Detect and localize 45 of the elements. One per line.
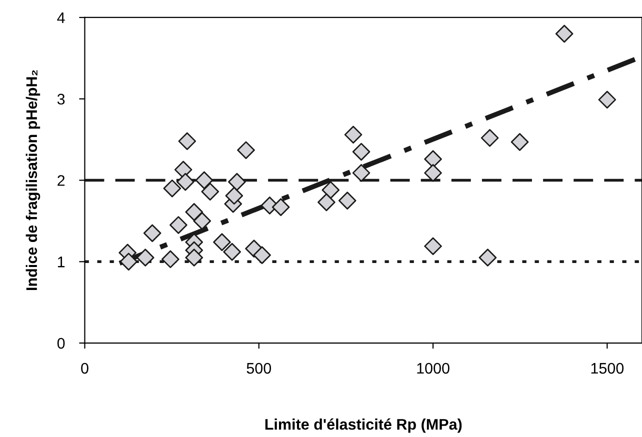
point xyxy=(322,181,340,199)
y-tick-label: 1 xyxy=(58,256,65,268)
x-tick-label: 500 xyxy=(246,362,272,374)
point xyxy=(352,164,370,182)
x-tick-label: 1500 xyxy=(591,362,624,374)
y-tick-label: 4 xyxy=(57,12,65,24)
point xyxy=(598,90,616,109)
point xyxy=(163,179,182,198)
point xyxy=(237,141,255,160)
point xyxy=(555,24,574,43)
point xyxy=(162,250,180,268)
point xyxy=(185,248,204,266)
point xyxy=(338,192,356,210)
point xyxy=(195,171,214,190)
point xyxy=(201,182,220,201)
y-tick-label: 3 xyxy=(57,94,65,105)
point xyxy=(228,172,246,191)
point xyxy=(225,186,244,205)
x-tick-label: 1000 xyxy=(417,362,450,374)
point xyxy=(223,242,241,261)
y-axis-title: Indice de fragilisation pHe/pH₂ xyxy=(26,70,40,290)
point xyxy=(213,233,231,252)
x-tick-label: 0 xyxy=(81,362,88,374)
point xyxy=(176,172,194,191)
point xyxy=(352,142,370,161)
point xyxy=(480,129,499,147)
point xyxy=(424,164,442,182)
point xyxy=(193,212,212,230)
point xyxy=(424,237,442,256)
point xyxy=(510,133,529,151)
point xyxy=(253,246,271,264)
point xyxy=(272,198,290,216)
point xyxy=(174,160,192,179)
x-axis-title: Limite d'élasticité Rp (MPa) xyxy=(265,418,462,433)
point xyxy=(185,203,204,221)
y-tick-label: 0 xyxy=(57,338,65,349)
point xyxy=(178,132,196,150)
point xyxy=(120,252,138,271)
point xyxy=(318,193,336,212)
point xyxy=(170,216,188,234)
point xyxy=(136,248,154,266)
point xyxy=(478,248,497,266)
point xyxy=(143,224,162,242)
y-tick-label: 2 xyxy=(58,175,65,186)
point xyxy=(344,126,362,144)
